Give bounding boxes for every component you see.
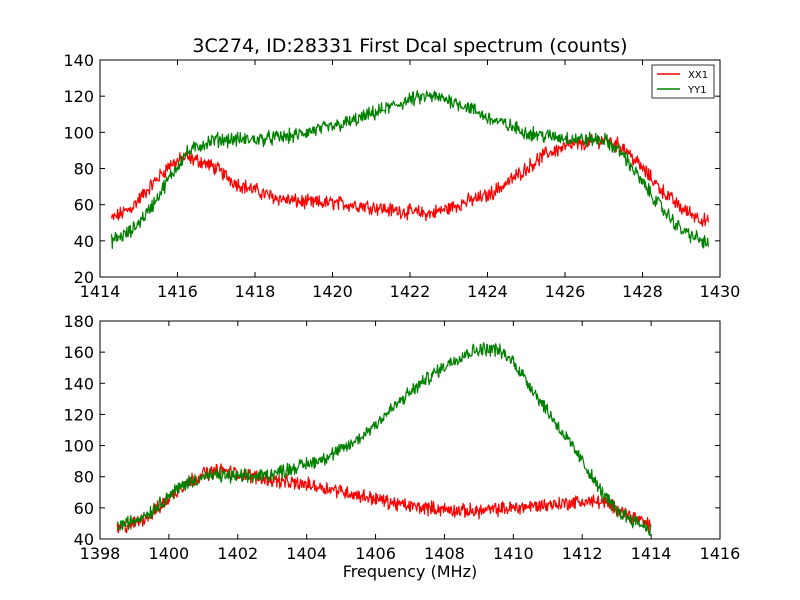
top-y-tick-label: 40 [74, 232, 94, 251]
legend-box [651, 64, 715, 99]
top-x-tick-label: 1416 [157, 282, 198, 301]
legend-label-yy1: YY1 [687, 85, 707, 96]
top-x-tick-label: 1414 [80, 282, 121, 301]
top-tick-layer: 1414 1416 1418 1420 1422 1424 1426 1428 1430 20 40… [63, 51, 740, 301]
top-x-tick-label: 1422 [390, 282, 431, 301]
bottom-x-tick-label: 1410 [493, 544, 534, 563]
chart-title: 3C274, ID:28331 First Dcal spectrum (cou… [192, 35, 627, 57]
bottom-y-tick-label: 140 [63, 374, 94, 393]
top-x-tick-label: 1428 [622, 282, 663, 301]
top-x-tick-label: 1424 [467, 282, 508, 301]
bottom-series-layer [116, 342, 652, 536]
legend-label-xx1: XX1 [688, 70, 708, 81]
bottom-x-tick-label: 1404 [286, 544, 327, 563]
bottom-x-tick-label: 1408 [424, 544, 465, 563]
bottom-x-tick-label: 1402 [217, 544, 258, 563]
top-x-tick-label: 1426 [545, 282, 586, 301]
bottom-plot-area [99, 320, 721, 540]
top-chart: 3C274, ID:28331 First Dcal spectrum (cou… [63, 35, 740, 301]
bottom-x-tick-label: 1406 [355, 544, 396, 563]
bottom-y-tick-label: 40 [74, 530, 94, 549]
top-y-tick-label: 120 [63, 87, 94, 106]
bottom-series-line-yy1 [116, 342, 652, 536]
legend: XX1 YY1 [651, 64, 715, 99]
bottom-y-tick-label: 60 [74, 499, 94, 518]
top-x-tick-label: 1418 [235, 282, 276, 301]
bottom-x-tick-label: 1414 [631, 544, 672, 563]
bottom-x-tick-label: 1398 [80, 544, 121, 563]
bottom-x-tick-label: 1416 [700, 544, 741, 563]
bottom-y-tick-label: 100 [63, 437, 94, 456]
bottom-y-tick-label: 180 [63, 312, 94, 331]
top-y-tick-label: 140 [63, 51, 94, 70]
bottom-y-tick-label: 80 [74, 468, 94, 487]
top-x-tick-label: 1420 [312, 282, 353, 301]
top-y-tick-label: 20 [74, 268, 94, 287]
bottom-tick-layer: 1398 1400 1402 1404 1406 1408 1410 1412 1414 1416… [63, 312, 740, 563]
bottom-x-tick-label: 1412 [562, 544, 603, 563]
x-axis-label: Frequency (MHz) [343, 562, 477, 581]
bottom-y-tick-label: 160 [63, 343, 94, 362]
bottom-x-tick-label: 1400 [149, 544, 190, 563]
top-y-tick-label: 60 [74, 196, 94, 215]
top-series-line-yy1 [111, 89, 709, 250]
top-x-tick-label: 1430 [700, 282, 741, 301]
bottom-chart: 1398 1400 1402 1404 1406 1408 1410 1412 1414 1416… [63, 312, 740, 581]
top-y-tick-label: 100 [63, 123, 94, 142]
top-series-layer [111, 89, 709, 250]
bottom-y-tick-label: 120 [63, 405, 94, 424]
top-y-tick-label: 80 [74, 160, 94, 179]
